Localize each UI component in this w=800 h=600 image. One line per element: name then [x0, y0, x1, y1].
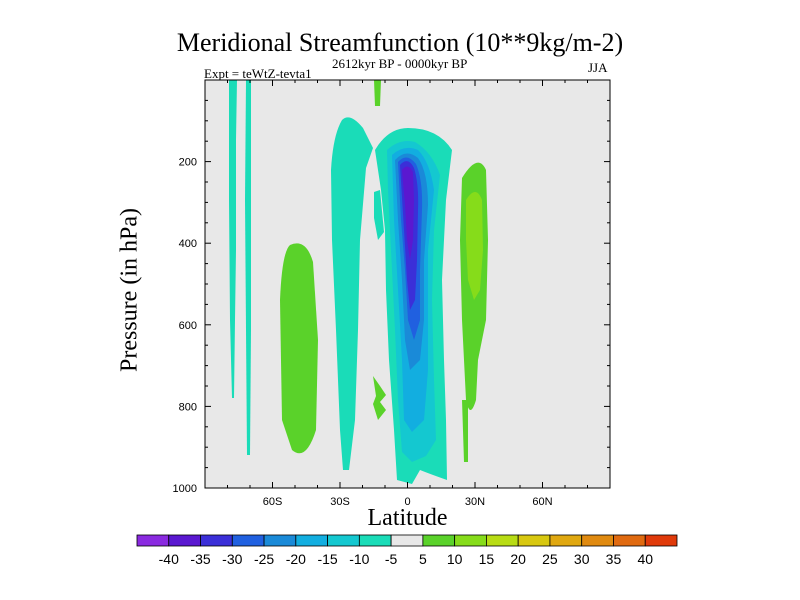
colorbar-swatch [231, 534, 265, 547]
colorbar-label: -25 [254, 551, 274, 567]
southern-positive-cell [280, 243, 318, 454]
x-axis: 60S 30S 0 30N 60N [227, 80, 588, 508]
x-tick-label: 30S [330, 496, 350, 508]
colorbar-label: -35 [190, 551, 210, 567]
northern-positive-core [466, 192, 483, 300]
colorbar-swatch [295, 534, 328, 547]
colorbar-swatch [581, 534, 614, 547]
time-range-label: 2612kyr BP - 0000kyr BP [332, 56, 468, 71]
colorbar-label: 5 [419, 551, 427, 567]
colorbar-label: -5 [385, 551, 398, 567]
colorbar-swatch [358, 534, 392, 547]
colorbar-swatch [390, 534, 424, 547]
low-negative-spot [373, 376, 386, 420]
colorbar-label: -30 [222, 551, 242, 567]
small-negative-spot [374, 190, 384, 240]
x-tick-label: 0 [404, 496, 410, 508]
colorbar-label: -10 [349, 551, 369, 567]
colorbar: -40 -35 -30 -25 -20 -15 -10 -5 5 10 15 20 25 30 35 40 [136, 534, 678, 567]
y-tick-label: 1000 [173, 483, 197, 495]
colorbar-label: 15 [479, 551, 495, 567]
colorbar-swatch [454, 534, 487, 547]
colorbar-label: 25 [542, 551, 558, 567]
colorbar-swatch [644, 534, 678, 547]
y-tick-label: 200 [179, 157, 197, 169]
colorbar-swatch [422, 534, 456, 547]
colorbar-label: 35 [606, 551, 622, 567]
northern-lower-strip [462, 400, 468, 462]
contour-strip-top [374, 80, 381, 106]
colorbar-label: -15 [317, 551, 337, 567]
colorbar-swatch [486, 534, 519, 547]
y-tick-label: 800 [179, 401, 197, 413]
x-axis-label: Latitude [367, 505, 448, 531]
colorbar-label: 30 [574, 551, 590, 567]
x-tick-label: 60S [263, 496, 283, 508]
colorbar-swatch [136, 534, 170, 547]
season-label: JJA [588, 60, 608, 75]
negative-core-40 [402, 166, 414, 260]
y-tick-label: 400 [179, 238, 197, 250]
x-tick-label: 30N [465, 496, 485, 508]
y-axis: 200 400 600 800 1000 [173, 99, 610, 495]
y-tick-label: 600 [179, 320, 197, 332]
colorbar-label: -20 [286, 551, 306, 567]
plot-area [204, 79, 611, 489]
colorbar-swatch [613, 534, 646, 547]
colorbar-swatch [549, 534, 583, 547]
x-tick-label: 60N [532, 496, 552, 508]
contour-strip-2 [245, 80, 251, 455]
contour-strip-1 [229, 80, 237, 398]
colorbar-label: 40 [637, 551, 653, 567]
colorbar-swatch [517, 534, 551, 547]
colorbar-swatch [327, 534, 360, 547]
chart-title: Meridional Streamfunction (10**9kg/m-2) [176, 28, 624, 57]
colorbar-swatch [168, 534, 201, 547]
experiment-label: Expt = teWtZ-tevta1 [204, 66, 312, 81]
colorbar-label: 10 [447, 551, 463, 567]
colorbar-label: -40 [159, 551, 179, 567]
colorbar-swatch [200, 534, 233, 547]
colorbar-label: 20 [510, 551, 526, 567]
contour-fills [229, 80, 488, 484]
negative-cell-outer [331, 117, 373, 470]
colorbar-swatch [263, 534, 297, 547]
